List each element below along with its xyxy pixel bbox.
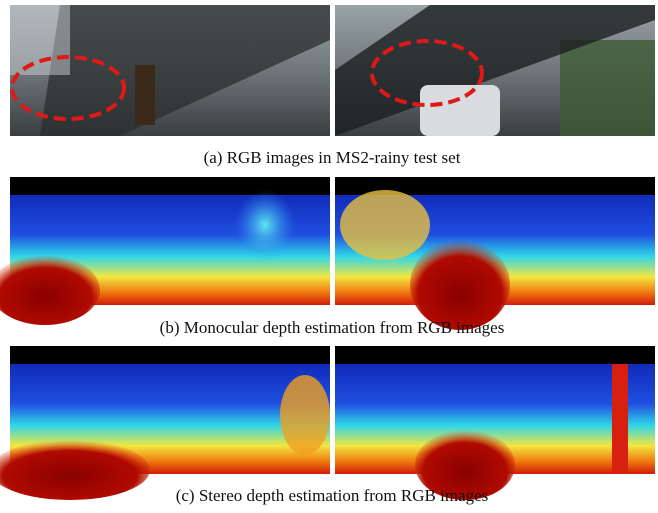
rgb-images — [10, 5, 655, 136]
depth-feature — [340, 190, 430, 260]
caption: (c) Stereo depth estimation from RGB ima… — [176, 486, 489, 505]
page: {"figure": {"panels": [ {"caption": "(a)… — [0, 0, 658, 513]
depth-near — [410, 240, 510, 330]
cyclist — [135, 65, 155, 125]
figure: (a) RGB images in MS2-rainy test set (b)… — [0, 0, 658, 513]
black-band — [10, 177, 330, 195]
separator — [331, 177, 335, 305]
black-band — [10, 346, 330, 364]
caption: (b) Monocular depth estimation from RGB … — [160, 318, 505, 337]
depth-pole — [612, 364, 628, 474]
depth-feature — [235, 190, 295, 260]
trees — [560, 40, 655, 136]
mono-depth — [0, 177, 655, 330]
stereo-depth — [0, 346, 655, 500]
separator — [331, 346, 335, 474]
black-band — [335, 346, 655, 364]
building — [10, 5, 70, 75]
depth-feature — [280, 375, 330, 455]
car — [420, 85, 500, 136]
caption: (a) RGB images in MS2-rainy test set — [204, 148, 461, 167]
